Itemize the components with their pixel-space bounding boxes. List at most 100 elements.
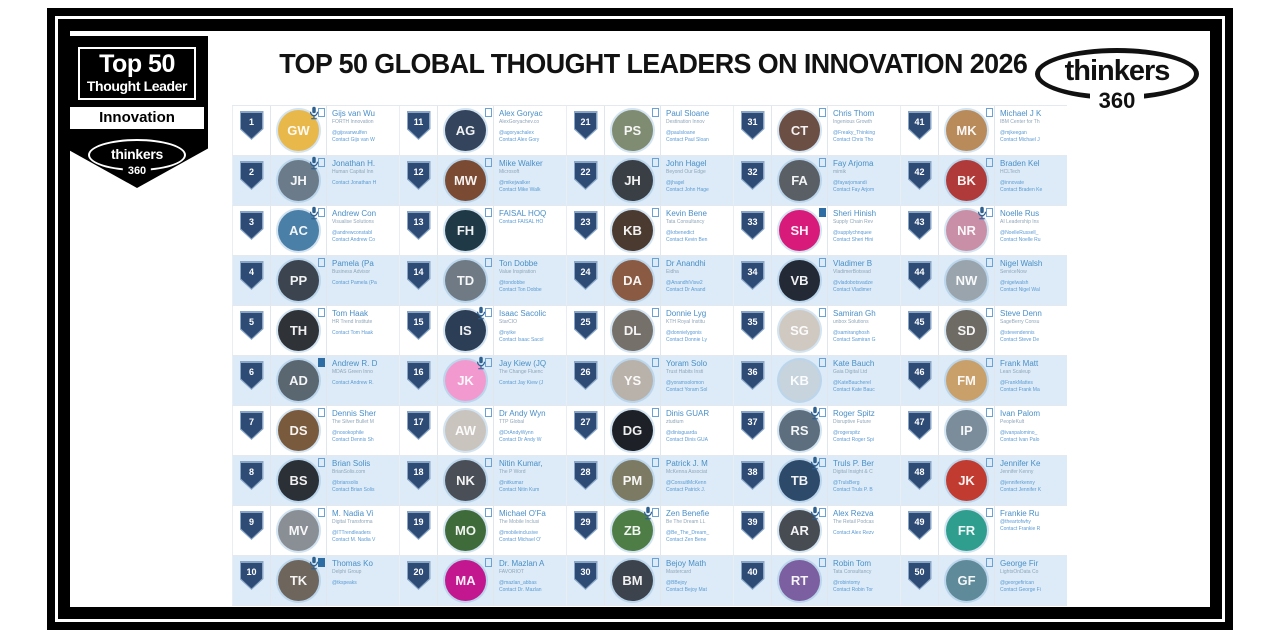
leader-name-link[interactable]: Zen Benefie — [666, 509, 710, 518]
leader-contact-link[interactable]: Contact Tom Haak — [332, 330, 374, 336]
leader-handle-link[interactable]: @mobileinclusive — [499, 530, 538, 536]
leader-contact-link[interactable]: Contact Jennifer K — [1000, 487, 1042, 493]
leader-contact-link[interactable]: Contact Zen Bene — [666, 537, 707, 543]
leader-handle-link[interactable]: @jenniferkenny — [1000, 480, 1035, 486]
bookmark-icon[interactable] — [652, 358, 659, 367]
bookmark-icon[interactable] — [318, 258, 325, 267]
bookmark-icon[interactable] — [485, 558, 492, 567]
bookmark-icon[interactable] — [485, 208, 492, 217]
leader-name-link[interactable]: Paul Sloane — [666, 109, 710, 118]
leader-name-link[interactable]: Sheri Hinish — [833, 209, 877, 218]
bookmark-icon[interactable] — [652, 508, 659, 517]
leader-name-link[interactable]: Ivan Palom — [1000, 409, 1041, 418]
leader-name-link[interactable]: Alex Rezva — [833, 509, 874, 518]
leader-contact-link[interactable]: Contact George Fi — [1000, 587, 1041, 593]
podcast-mic-icon[interactable] — [308, 106, 320, 120]
leader-name-link[interactable]: Frankie Ru — [1000, 509, 1040, 518]
leader-contact-link[interactable]: Contact Noelle Ru — [1000, 237, 1041, 243]
bookmark-icon[interactable] — [986, 558, 993, 567]
leader-contact-link[interactable]: Contact Kate Bauc — [833, 387, 875, 393]
bookmark-icon[interactable] — [986, 408, 993, 417]
bookmark-icon[interactable] — [485, 158, 492, 167]
leader-contact-link[interactable]: Contact Dr Anand — [666, 287, 706, 293]
leader-contact-link[interactable]: Contact Jonathan H — [332, 180, 377, 186]
leader-handle-link[interactable]: @yoramsolomon — [666, 380, 704, 386]
leader-name-link[interactable]: Dinis GUAR — [666, 409, 710, 418]
podcast-mic-icon[interactable] — [308, 156, 320, 170]
leader-contact-link[interactable]: Contact Gijs van W — [332, 137, 375, 143]
leader-handle-link[interactable]: @jhagel — [666, 180, 685, 186]
bookmark-icon[interactable] — [819, 258, 826, 267]
bookmark-icon[interactable] — [652, 308, 659, 317]
leader-name-link[interactable]: Dr. Mazlan A — [499, 559, 545, 568]
leader-name-link[interactable]: Andrew Con — [332, 209, 377, 218]
leader-contact-link[interactable]: Contact John Hage — [666, 187, 709, 193]
leader-handle-link[interactable]: @tondobbe — [499, 280, 525, 286]
bookmark-icon[interactable] — [485, 308, 492, 317]
leader-name-link[interactable]: Roger Spitz — [833, 409, 875, 418]
leader-name-link[interactable]: Braden Kel — [1000, 159, 1040, 168]
leader-contact-link[interactable]: Contact Alex Gory — [499, 137, 540, 143]
bookmark-icon[interactable] — [485, 258, 492, 267]
bookmark-icon[interactable] — [819, 408, 826, 417]
bookmark-icon[interactable] — [318, 508, 325, 517]
leader-contact-link[interactable]: Contact Michael J — [1000, 137, 1040, 143]
leader-handle-link[interactable]: @andrewconstabl — [332, 230, 373, 236]
bookmark-icon[interactable] — [318, 158, 325, 167]
bookmark-icon[interactable] — [819, 208, 826, 217]
leader-name-link[interactable]: Mike Walker — [499, 159, 543, 168]
leader-contact-link[interactable]: Contact Isaac Sacol — [499, 337, 544, 343]
leader-handle-link[interactable]: @fayarjomandi — [833, 180, 867, 186]
leader-name-link[interactable]: Jay Kiew (JQ — [499, 359, 547, 368]
bookmark-icon[interactable] — [819, 308, 826, 317]
leader-handle-link[interactable]: @stevendennis — [1000, 330, 1035, 336]
leader-handle-link[interactable]: @mjkeegan — [1000, 130, 1027, 136]
bookmark-icon[interactable] — [986, 308, 993, 317]
leader-contact-link[interactable]: Contact Ivan Palo — [1000, 437, 1040, 443]
leader-handle-link[interactable]: @nyike — [499, 330, 516, 336]
leader-name-link[interactable]: Michael O'Fa — [499, 509, 546, 518]
leader-contact-link[interactable]: Contact Pamela (Pa — [332, 280, 377, 286]
leader-name-link[interactable]: FAISAL HOQ — [499, 209, 547, 218]
leader-name-link[interactable]: John Hagel — [666, 159, 707, 168]
leader-name-link[interactable]: Yoram Solo — [666, 359, 708, 368]
leader-contact-link[interactable]: Contact Dr Andy W — [499, 437, 542, 443]
leader-contact-link[interactable]: Contact Paul Sloan — [666, 137, 709, 143]
leader-name-link[interactable]: Pamela (Pa — [332, 259, 374, 268]
leader-name-link[interactable]: Robin Tom — [833, 559, 872, 568]
bookmark-icon[interactable] — [986, 208, 993, 217]
leader-name-link[interactable]: Noelle Rus — [1000, 209, 1040, 218]
bookmark-icon[interactable] — [485, 508, 492, 517]
leader-name-link[interactable]: Kate Bauch — [833, 359, 875, 368]
podcast-mic-icon[interactable] — [809, 456, 821, 470]
leader-handle-link[interactable]: @supplychnquee — [833, 230, 872, 236]
leader-handle-link[interactable]: @DrAndyWynn — [499, 430, 534, 436]
leader-contact-link[interactable]: Contact Yoram Sol — [666, 387, 708, 393]
leader-handle-link[interactable]: @BBejoy — [666, 580, 687, 586]
leader-handle-link[interactable]: @KateBaucherel — [833, 380, 871, 386]
bookmark-icon[interactable] — [986, 358, 993, 367]
bookmark-icon[interactable] — [986, 458, 993, 467]
leader-contact-link[interactable]: Contact Nigel Wal — [1000, 287, 1040, 293]
bookmark-icon[interactable] — [652, 408, 659, 417]
leader-name-link[interactable]: Bejoy Math — [666, 559, 707, 568]
bookmark-icon[interactable] — [318, 108, 325, 117]
bookmark-icon[interactable] — [819, 108, 826, 117]
leader-contact-link[interactable]: Contact Dr. Mazlan — [499, 587, 542, 593]
leader-name-link[interactable]: Jennifer Ke — [1000, 459, 1041, 468]
leader-name-link[interactable]: Patrick J. M — [666, 459, 708, 468]
bookmark-icon[interactable] — [819, 558, 826, 567]
leader-contact-link[interactable]: Contact Truls P. B — [833, 487, 873, 493]
leader-name-link[interactable]: Jonathan H. — [332, 159, 376, 168]
leader-name-link[interactable]: Fay Arjoma — [833, 159, 874, 168]
leader-contact-link[interactable]: Contact Brian Solis — [332, 487, 375, 493]
leader-name-link[interactable]: Brian Solis — [332, 459, 371, 468]
leader-handle-link[interactable]: @ConsultMcKenn — [666, 480, 707, 486]
leader-name-link[interactable]: Donnie Lyg — [666, 309, 707, 318]
podcast-mic-icon[interactable] — [475, 306, 487, 320]
bookmark-icon[interactable] — [318, 558, 325, 567]
leader-handle-link[interactable]: @donnielygonis — [666, 330, 702, 336]
leader-handle-link[interactable]: @krbenedict — [666, 230, 695, 236]
leader-contact-link[interactable]: Contact Roger Spi — [833, 437, 874, 443]
leader-contact-link[interactable]: Contact Frankie R — [1000, 526, 1041, 532]
